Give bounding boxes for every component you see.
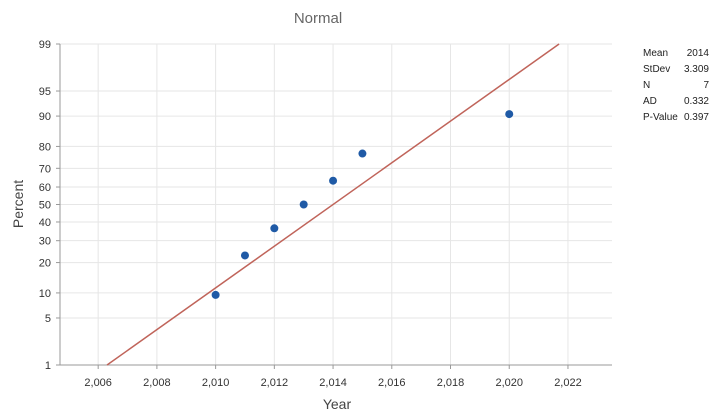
stat-label-stdev: StDev (643, 64, 670, 75)
x-tick-label: 2,010 (202, 377, 230, 389)
y-tick-label: 80 (39, 141, 51, 153)
data-point (505, 110, 514, 119)
y-tick-label: 40 (39, 217, 51, 229)
stat-label-ad: AD (643, 96, 657, 107)
x-tick-label: 2,016 (378, 377, 406, 389)
y-tick-label: 99 (39, 39, 51, 51)
stat-value-stdev: 3.309 (684, 64, 709, 75)
y-tick-label: 10 (39, 288, 51, 300)
data-points (211, 110, 514, 299)
data-point (270, 224, 279, 233)
data-point (211, 290, 220, 299)
x-tick-label: 2,006 (84, 377, 112, 389)
chart-title: Normal (294, 10, 342, 27)
y-tick-label: 90 (39, 111, 51, 123)
y-tick-label: 1 (45, 360, 51, 372)
stats-table: Mean 2014 StDev 3.309 N 7 AD 0.332 P-Val… (643, 48, 709, 123)
stat-label-n: N (643, 80, 650, 91)
y-tick-label: 30 (39, 236, 51, 248)
data-point (299, 200, 308, 209)
data-point (358, 149, 367, 158)
y-tick-label: 50 (39, 200, 51, 212)
x-tick-label: 2,022 (554, 377, 582, 389)
y-axis-title: Percent (10, 180, 26, 228)
y-tick-label: 70 (39, 163, 51, 175)
grid (60, 43, 612, 366)
fit-line (106, 43, 560, 366)
x-axis-title: Year (323, 396, 352, 412)
y-tick-label: 5 (45, 313, 51, 325)
y-tick-label: 20 (39, 258, 51, 270)
y-tick-label: 60 (39, 182, 51, 194)
x-tick-label: 2,014 (319, 377, 347, 389)
x-tick-label: 2,012 (261, 377, 289, 389)
tick-labels: 1 5 10 20 30 40 50 60 70 80 90 95 99 2,006 2,008 2,010 2… (39, 39, 582, 389)
data-point (240, 251, 249, 260)
fit-line-group (106, 43, 560, 366)
stat-value-mean: 2014 (687, 48, 710, 59)
data-point (329, 176, 338, 185)
x-tick-label: 2,008 (143, 377, 171, 389)
x-tick-label: 2,020 (495, 377, 523, 389)
stat-value-pvalue: 0.397 (684, 112, 709, 123)
axes (56, 43, 612, 369)
y-tick-label: 95 (39, 86, 51, 98)
stat-label-pvalue: P-Value (643, 112, 678, 123)
stat-label-mean: Mean (643, 48, 668, 59)
stat-value-ad: 0.332 (684, 96, 709, 107)
x-tick-label: 2,018 (437, 377, 465, 389)
stat-value-n: 7 (703, 80, 709, 91)
